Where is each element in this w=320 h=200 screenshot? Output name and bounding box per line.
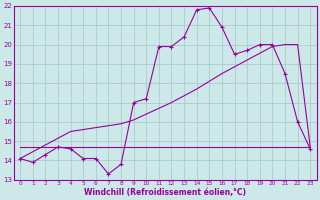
X-axis label: Windchill (Refroidissement éolien,°C): Windchill (Refroidissement éolien,°C) xyxy=(84,188,246,197)
